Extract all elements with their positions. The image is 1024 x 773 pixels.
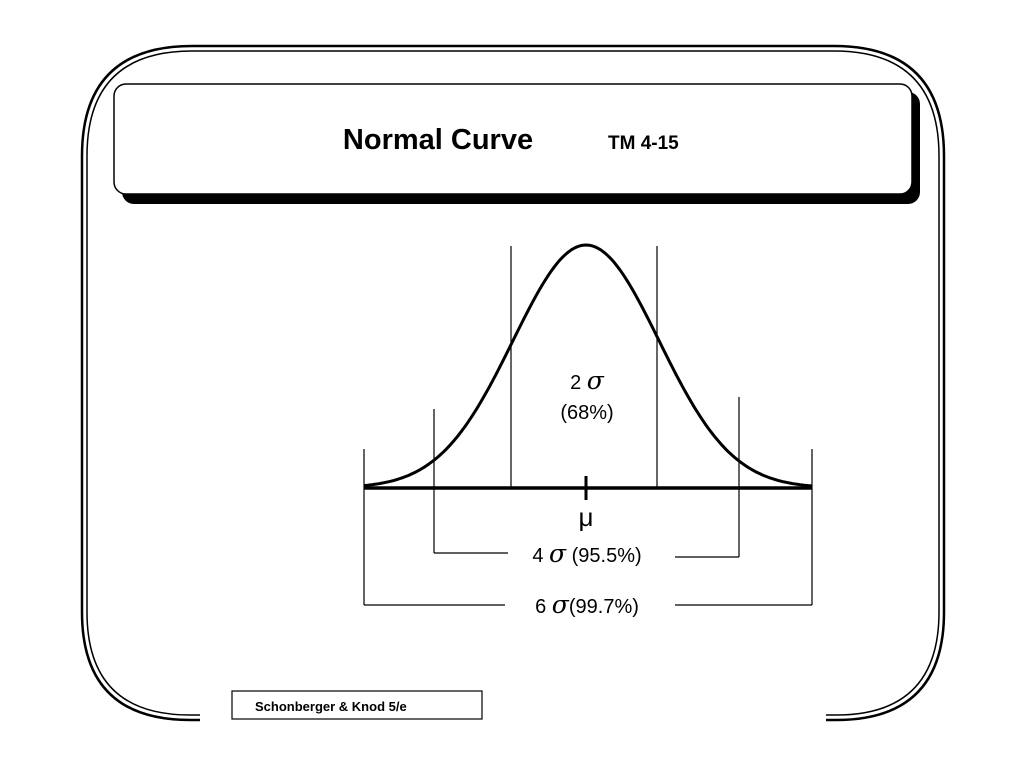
footer-citation: Schonberger & Knod 5/e (231, 690, 483, 720)
band-6-percent: (99.7%) (569, 596, 639, 618)
band-2-percent: (68%) (560, 402, 613, 424)
tm-label: TM 4-15 (608, 133, 679, 154)
band-2-multiplier: 2 (570, 372, 581, 394)
band-2-sigma-label: 2 σ (570, 366, 605, 395)
normal-curve-diagram: μ 2 σ (68%) 4 σ (95.5%) 6 σ(99.7%) (363, 243, 813, 619)
sigma-symbol: σ (549, 539, 567, 568)
band-6-sigma-label: 6 σ(99.7%) (535, 590, 639, 619)
band-4-percent: (95.5%) (572, 545, 642, 567)
bell-curve (363, 243, 813, 488)
page-title: Normal Curve (343, 124, 533, 156)
band-4-sigma-label: 4 σ (95.5%) (532, 539, 641, 568)
mean-label: μ (579, 502, 594, 532)
footer-text: Schonberger & Knod 5/e (255, 699, 407, 714)
band-6-multiplier: 6 (535, 596, 546, 618)
slide-frame (80, 44, 946, 722)
sigma-symbol: σ (587, 366, 605, 395)
band-4-multiplier: 4 (532, 545, 543, 567)
title-box: Normal Curve TM 4-15 (113, 83, 920, 204)
sigma-symbol: σ (552, 590, 570, 619)
